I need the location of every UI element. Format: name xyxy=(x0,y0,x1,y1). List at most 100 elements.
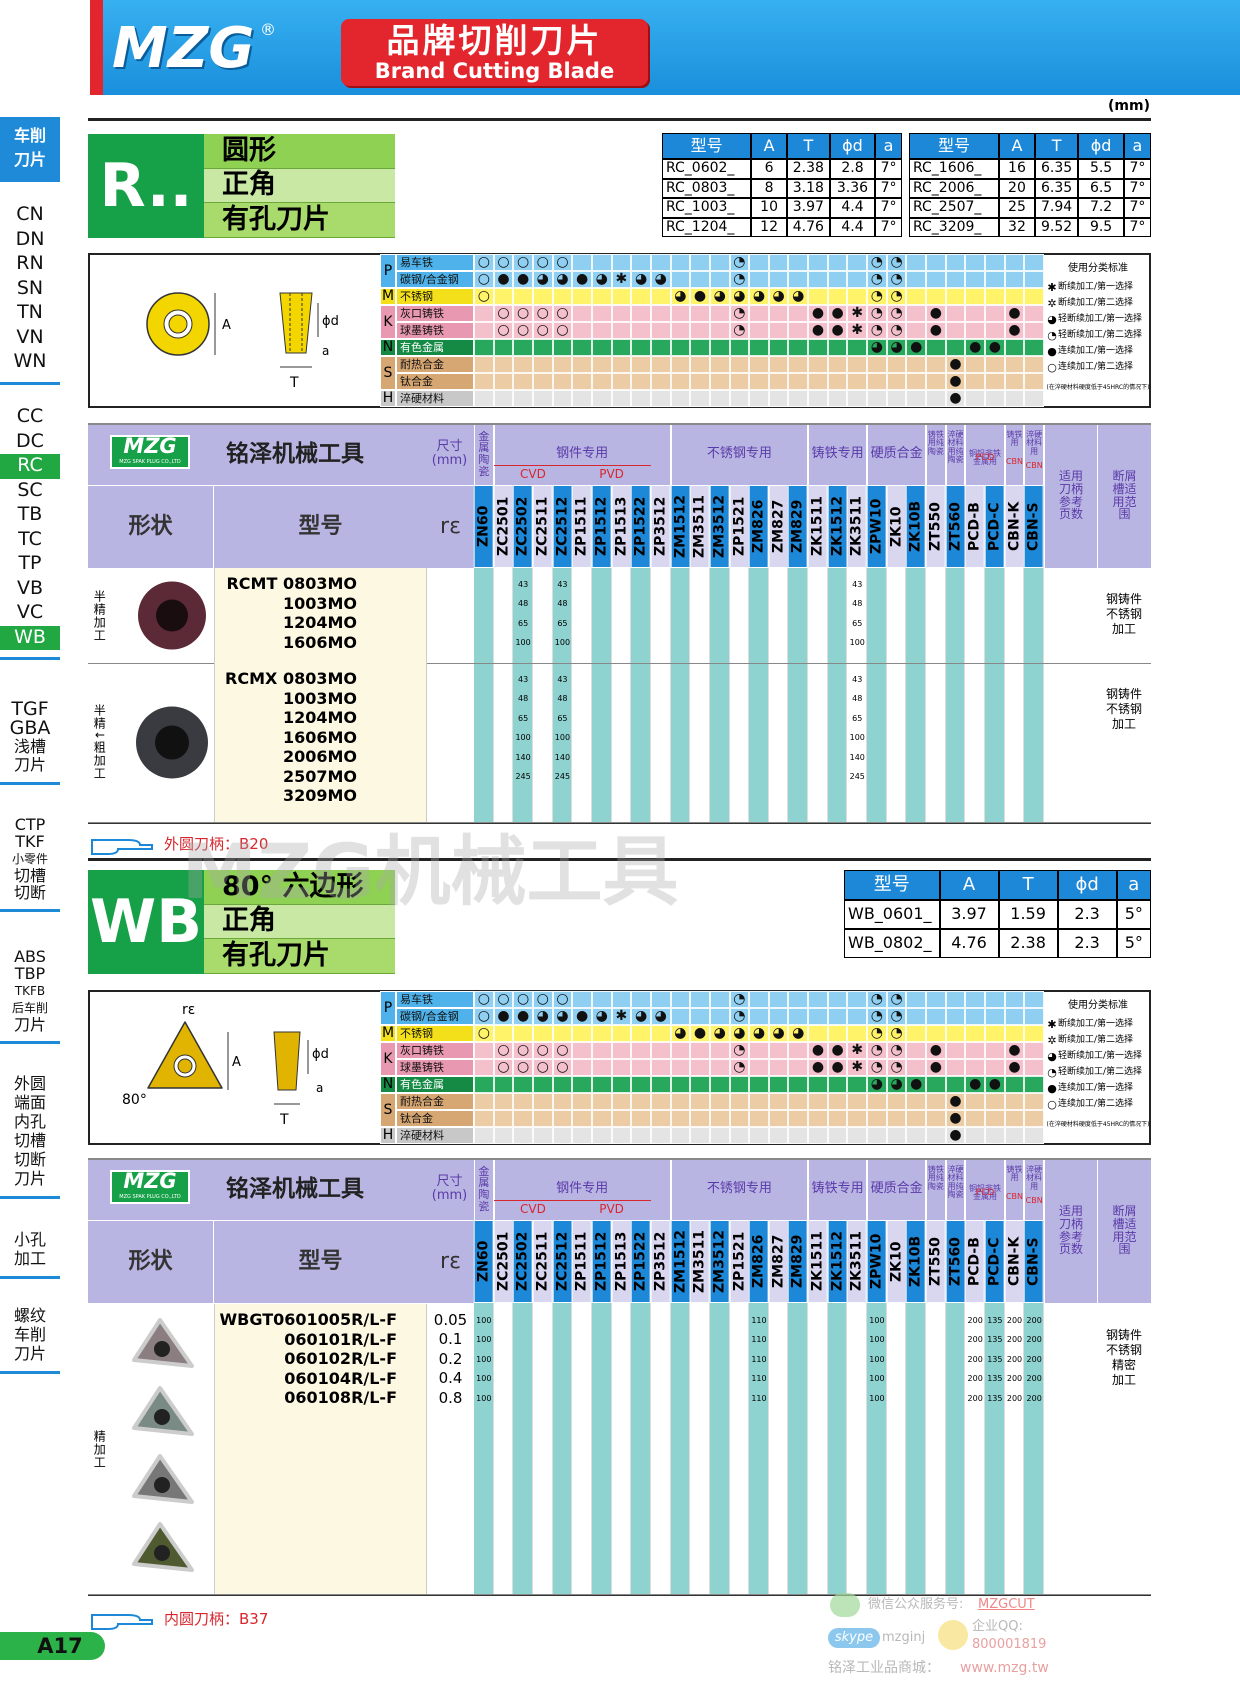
iso-cell: ● xyxy=(513,1008,533,1025)
iso-cell xyxy=(474,1093,494,1110)
iso-cell xyxy=(591,339,612,356)
iso-cell: ◔ xyxy=(867,1059,887,1076)
iso-cell: ● xyxy=(493,1008,514,1025)
iso-cell: ● xyxy=(945,356,966,373)
model-cell xyxy=(214,568,427,663)
iso-cell xyxy=(670,322,691,339)
iso-cell: ○ xyxy=(513,1042,533,1059)
iso-cell xyxy=(572,288,592,305)
iso-cell xyxy=(474,356,494,373)
legend-text: 连续加工/第二选择 xyxy=(1058,361,1134,372)
iso-cell xyxy=(631,1025,651,1042)
iso-cell xyxy=(808,271,828,288)
sidebar-item: 车削 xyxy=(13,125,46,145)
iso-cell: ◔ xyxy=(886,322,907,339)
grade-column xyxy=(552,1303,573,1594)
grade-value: 110 xyxy=(751,1393,767,1403)
iso-cell xyxy=(513,1127,533,1144)
iso-cell xyxy=(847,339,868,356)
iso-cell: ○ xyxy=(552,254,573,271)
iso-letter: S xyxy=(380,1093,396,1127)
iso-cell: ● xyxy=(827,1042,848,1059)
iso-cell xyxy=(670,339,691,356)
iso-cell: ○ xyxy=(493,254,514,271)
iso-cell xyxy=(729,1110,750,1127)
iso-cell xyxy=(965,1042,986,1059)
legend-note: (在淬硬材料硬度低于45HRC的情况下) xyxy=(1046,383,1150,391)
grade-column xyxy=(552,568,573,822)
grade-column xyxy=(729,1303,750,1594)
iso-cell xyxy=(985,1008,1005,1025)
grade-column xyxy=(985,1303,1005,1594)
legend-text: 断续加工/第二选择 xyxy=(1058,297,1134,308)
iso-cell xyxy=(1024,305,1044,322)
iso-cell xyxy=(532,356,553,373)
iso-cell xyxy=(709,305,730,322)
grade-value: 100 xyxy=(476,1374,492,1384)
iso-cell xyxy=(690,1093,710,1110)
grade-group-header: 不锈钢专用 xyxy=(670,1158,809,1220)
company: 铭泽机械工具 xyxy=(226,1175,364,1202)
iso-cell: ○ xyxy=(474,1025,494,1042)
title-badge xyxy=(341,19,648,86)
iso-cell xyxy=(768,271,789,288)
iso-cell: ● xyxy=(926,305,946,322)
iso-cell xyxy=(493,1025,514,1042)
iso-cell xyxy=(945,254,966,271)
grade-group-header: 铸铁用纯陶瓷 xyxy=(926,423,946,485)
spec-cell: 3.97 xyxy=(939,900,999,929)
spec-cell: 4.76 xyxy=(786,217,830,237)
cvd-label: CVD xyxy=(493,1200,573,1218)
section-code: WB xyxy=(90,886,202,957)
model: 060101R/L-F xyxy=(284,1330,397,1349)
legend-text: 连续加工/第二选择 xyxy=(1058,1098,1134,1109)
spec-cell: 7° xyxy=(875,198,902,218)
holder-page-label: 适用刀柄参考页数 xyxy=(1044,1158,1097,1303)
iso-cell xyxy=(1004,1008,1025,1025)
iso-cell xyxy=(591,1093,612,1110)
grade-value: 100 xyxy=(869,1354,885,1364)
iso-cell xyxy=(493,373,514,390)
iso-cell xyxy=(572,305,592,322)
sidebar-item: VN xyxy=(16,325,44,348)
grade-column xyxy=(631,1303,651,1594)
iso-cell xyxy=(631,1059,651,1076)
iso-letter: P xyxy=(380,991,396,1025)
iso-cell xyxy=(906,1093,927,1110)
grade-value: 110 xyxy=(751,1354,767,1364)
iso-cell xyxy=(808,1008,828,1025)
iso-cell xyxy=(650,305,671,322)
iso-cell: ○ xyxy=(474,1008,494,1025)
iso-cell xyxy=(827,991,848,1008)
iso-cell xyxy=(611,322,632,339)
iso-cell: ● xyxy=(572,1008,592,1025)
iso-cell xyxy=(749,339,769,356)
grade-value: 43 xyxy=(557,579,568,589)
grade-column xyxy=(847,1303,868,1594)
iso-cell xyxy=(650,288,671,305)
sidebar-item: TKFB xyxy=(14,984,46,999)
iso-cell: ○ xyxy=(474,254,494,271)
pointer-hand-svg xyxy=(91,1614,153,1630)
iso-cell: ✱ xyxy=(611,271,632,288)
grade-value: 135 xyxy=(987,1335,1003,1345)
iso-cell xyxy=(631,322,651,339)
iso-cell xyxy=(552,288,573,305)
iso-cell xyxy=(591,373,612,390)
iso-cell xyxy=(690,339,710,356)
iso-cell xyxy=(611,1025,632,1042)
grade-group-header: 淬硬材料用纯陶瓷 xyxy=(945,423,966,485)
iso-cell: ◔ xyxy=(886,271,907,288)
iso-cell: ◕ xyxy=(709,288,730,305)
iso-cell xyxy=(1004,390,1025,407)
iso-cell xyxy=(965,305,986,322)
iso-cell: ○ xyxy=(532,305,553,322)
grade-value: 48 xyxy=(557,694,568,704)
grade-value: 48 xyxy=(518,599,529,609)
iso-cell xyxy=(1024,356,1044,373)
iso-cell xyxy=(552,1076,573,1093)
grade-value: 100 xyxy=(869,1335,885,1345)
iso-cell xyxy=(847,390,868,407)
iso-cell xyxy=(631,339,651,356)
iso-cell xyxy=(572,1076,592,1093)
